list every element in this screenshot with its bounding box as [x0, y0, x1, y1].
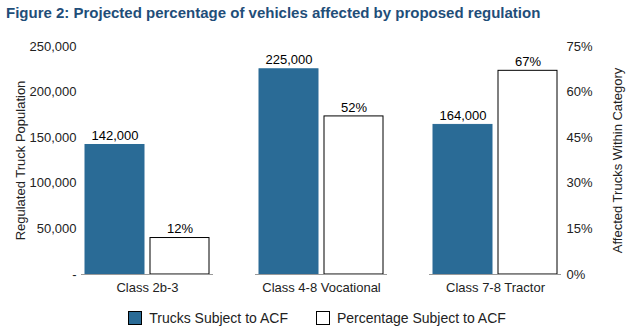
- svg-text:0%: 0%: [567, 267, 586, 282]
- html-text:Percentage Subject to ACF: Percentage Subject to ACF: [336, 310, 506, 326]
- svg-text:Class 7-8 Tractor: Class 7-8 Tractor: [446, 280, 546, 295]
- svg-text:12%: 12%: [167, 221, 193, 236]
- svg-text:52%: 52%: [341, 100, 367, 115]
- svg-text:164,000: 164,000: [440, 108, 487, 123]
- svg-text:50,000: 50,000: [37, 221, 77, 236]
- svg-text:Affected Trucks Within Categor: Affected Trucks Within Category: [610, 67, 625, 253]
- svg-text:30%: 30%: [567, 175, 593, 190]
- svg-text:225,000: 225,000: [266, 52, 313, 67]
- svg-text:Class 2b-3: Class 2b-3: [116, 280, 178, 295]
- svg-text:150,000: 150,000: [30, 130, 77, 145]
- svg-text:100,000: 100,000: [30, 175, 77, 190]
- svg-text:75%: 75%: [567, 39, 593, 54]
- svg-text:45%: 45%: [567, 130, 593, 145]
- svg-text:200,000: 200,000: [30, 84, 77, 99]
- svg-text:Regulated Truck Population: Regulated Truck Population: [13, 81, 28, 241]
- svg-text:-: -: [72, 267, 76, 282]
- svg-text:142,000: 142,000: [92, 128, 139, 143]
- svg-text:250,000: 250,000: [30, 39, 77, 54]
- svg-text:Class 4-8 Vocational: Class 4-8 Vocational: [262, 280, 381, 295]
- html-text:Trucks Subject to ACF: Trucks Subject to ACF: [149, 310, 288, 326]
- html-text:Figure 2: Projected percentage: Figure 2: Projected percentage of vehicl…: [6, 4, 541, 21]
- svg-text:15%: 15%: [567, 221, 593, 236]
- svg-text:60%: 60%: [567, 84, 593, 99]
- svg-text:67%: 67%: [515, 54, 541, 69]
